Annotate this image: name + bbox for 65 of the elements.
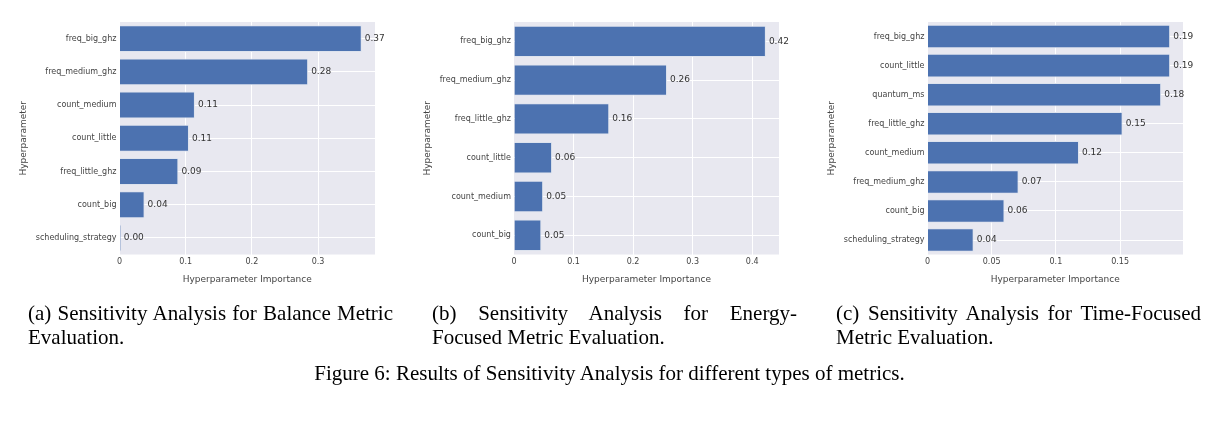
data-label: 0.12 [1081, 147, 1103, 158]
x-tick-label: 0.05 [982, 257, 1001, 267]
y-tick-label: count_medium [57, 100, 117, 110]
caption: Figure 6: Results of Sensitivity Analysis for different types of metrics. [313, 361, 906, 386]
x-tick-label: 0 [116, 257, 123, 267]
y-tick-label: count_little [72, 133, 117, 143]
y-tick-label: count_big [885, 206, 925, 216]
y-tick-label: freq_medium_ghz [439, 75, 511, 85]
y-axis-title: Hyperparameter [825, 100, 836, 176]
y-tick-label: scheduling_strategy [35, 233, 117, 243]
data-label: 0.07 [1021, 176, 1042, 187]
y-tick-label: freq_little_ghz [868, 118, 925, 128]
x-tick-label: 0.4 [745, 257, 759, 267]
y-tick-label: count_big [77, 199, 117, 209]
data-label: 0.00 [123, 232, 145, 243]
y-axis-title: Hyperparameter [17, 100, 28, 176]
y-tick-label: scheduling_strategy [843, 235, 925, 245]
y-axis-title: Hyperparameter [421, 100, 432, 176]
data-label: 0.15 [1125, 118, 1146, 129]
x-tick-label: 0.1 [567, 257, 580, 267]
x-axis-title: Hyperparameter Importance [182, 273, 313, 284]
data-label: 0.04 [976, 234, 998, 245]
y-tick-label: count_medium [865, 147, 925, 157]
x-tick-label: 0 [511, 257, 517, 267]
y-tick-label: freq_little_ghz [454, 113, 511, 123]
y-tick-label: freq_medium_ghz [45, 66, 117, 76]
data-label: 0.19 [1173, 59, 1194, 70]
text: (b) Sensitivity Analysis for Energy-Focused Metric Evaluation. [431, 301, 798, 349]
x-tick-label: 0.15 [1111, 257, 1129, 267]
y-tick-label: freq_medium_ghz [853, 176, 925, 186]
data-label: 0.05 [546, 190, 567, 201]
x-tick-label: 0.1 [179, 257, 193, 267]
y-tick-label: count_little [466, 152, 512, 162]
x-tick-label: 0.2 [626, 257, 640, 267]
data-label: 0.42 [768, 35, 789, 46]
data-label: 0.11 [197, 99, 218, 110]
x-axis-title: Hyperparameter Importance [990, 273, 1121, 284]
y-tick-label: freq_little_ghz [60, 166, 117, 176]
y-tick-label: quantum_ms [872, 89, 925, 99]
data-label: 0.09 [181, 165, 202, 176]
data-label: 0.19 [1173, 30, 1194, 41]
text: (c) Sensitivity Analysis for Time-Focused Metric Evaluation. [835, 301, 1202, 349]
x-tick-label: 0.1 [1049, 257, 1063, 267]
data-label: 0.05 [544, 229, 565, 240]
x-tick-label: 0.2 [245, 257, 259, 267]
x-tick-label: 0.3 [311, 257, 325, 267]
y-tick-label: count_big [472, 230, 511, 240]
data-label: 0.26 [670, 74, 691, 85]
y-tick-label: freq_big_ghz [65, 33, 117, 43]
data-label: 0.18 [1164, 89, 1185, 100]
data-label: 0.11 [191, 132, 213, 143]
y-tick-label: freq_big_ghz [460, 36, 511, 46]
data-label: 0.04 [147, 199, 168, 210]
data-label: 0.37 [364, 32, 385, 43]
text: (a) Sensitivity Analysis for Balance Metric Evaluation. [27, 301, 394, 349]
y-tick-label: count_medium [451, 191, 512, 201]
data-label: 0.06 [1007, 205, 1028, 216]
x-tick-label: 0.3 [686, 257, 699, 267]
x-axis-title: Hyperparameter Importance [581, 273, 712, 284]
data-label: 0.06 [555, 152, 576, 163]
data-label: 0.16 [612, 113, 633, 124]
y-tick-label: count_little [880, 60, 925, 70]
y-tick-label: freq_big_ghz [873, 31, 925, 41]
x-tick-label: 0 [924, 257, 931, 267]
data-label: 0.28 [311, 66, 332, 77]
